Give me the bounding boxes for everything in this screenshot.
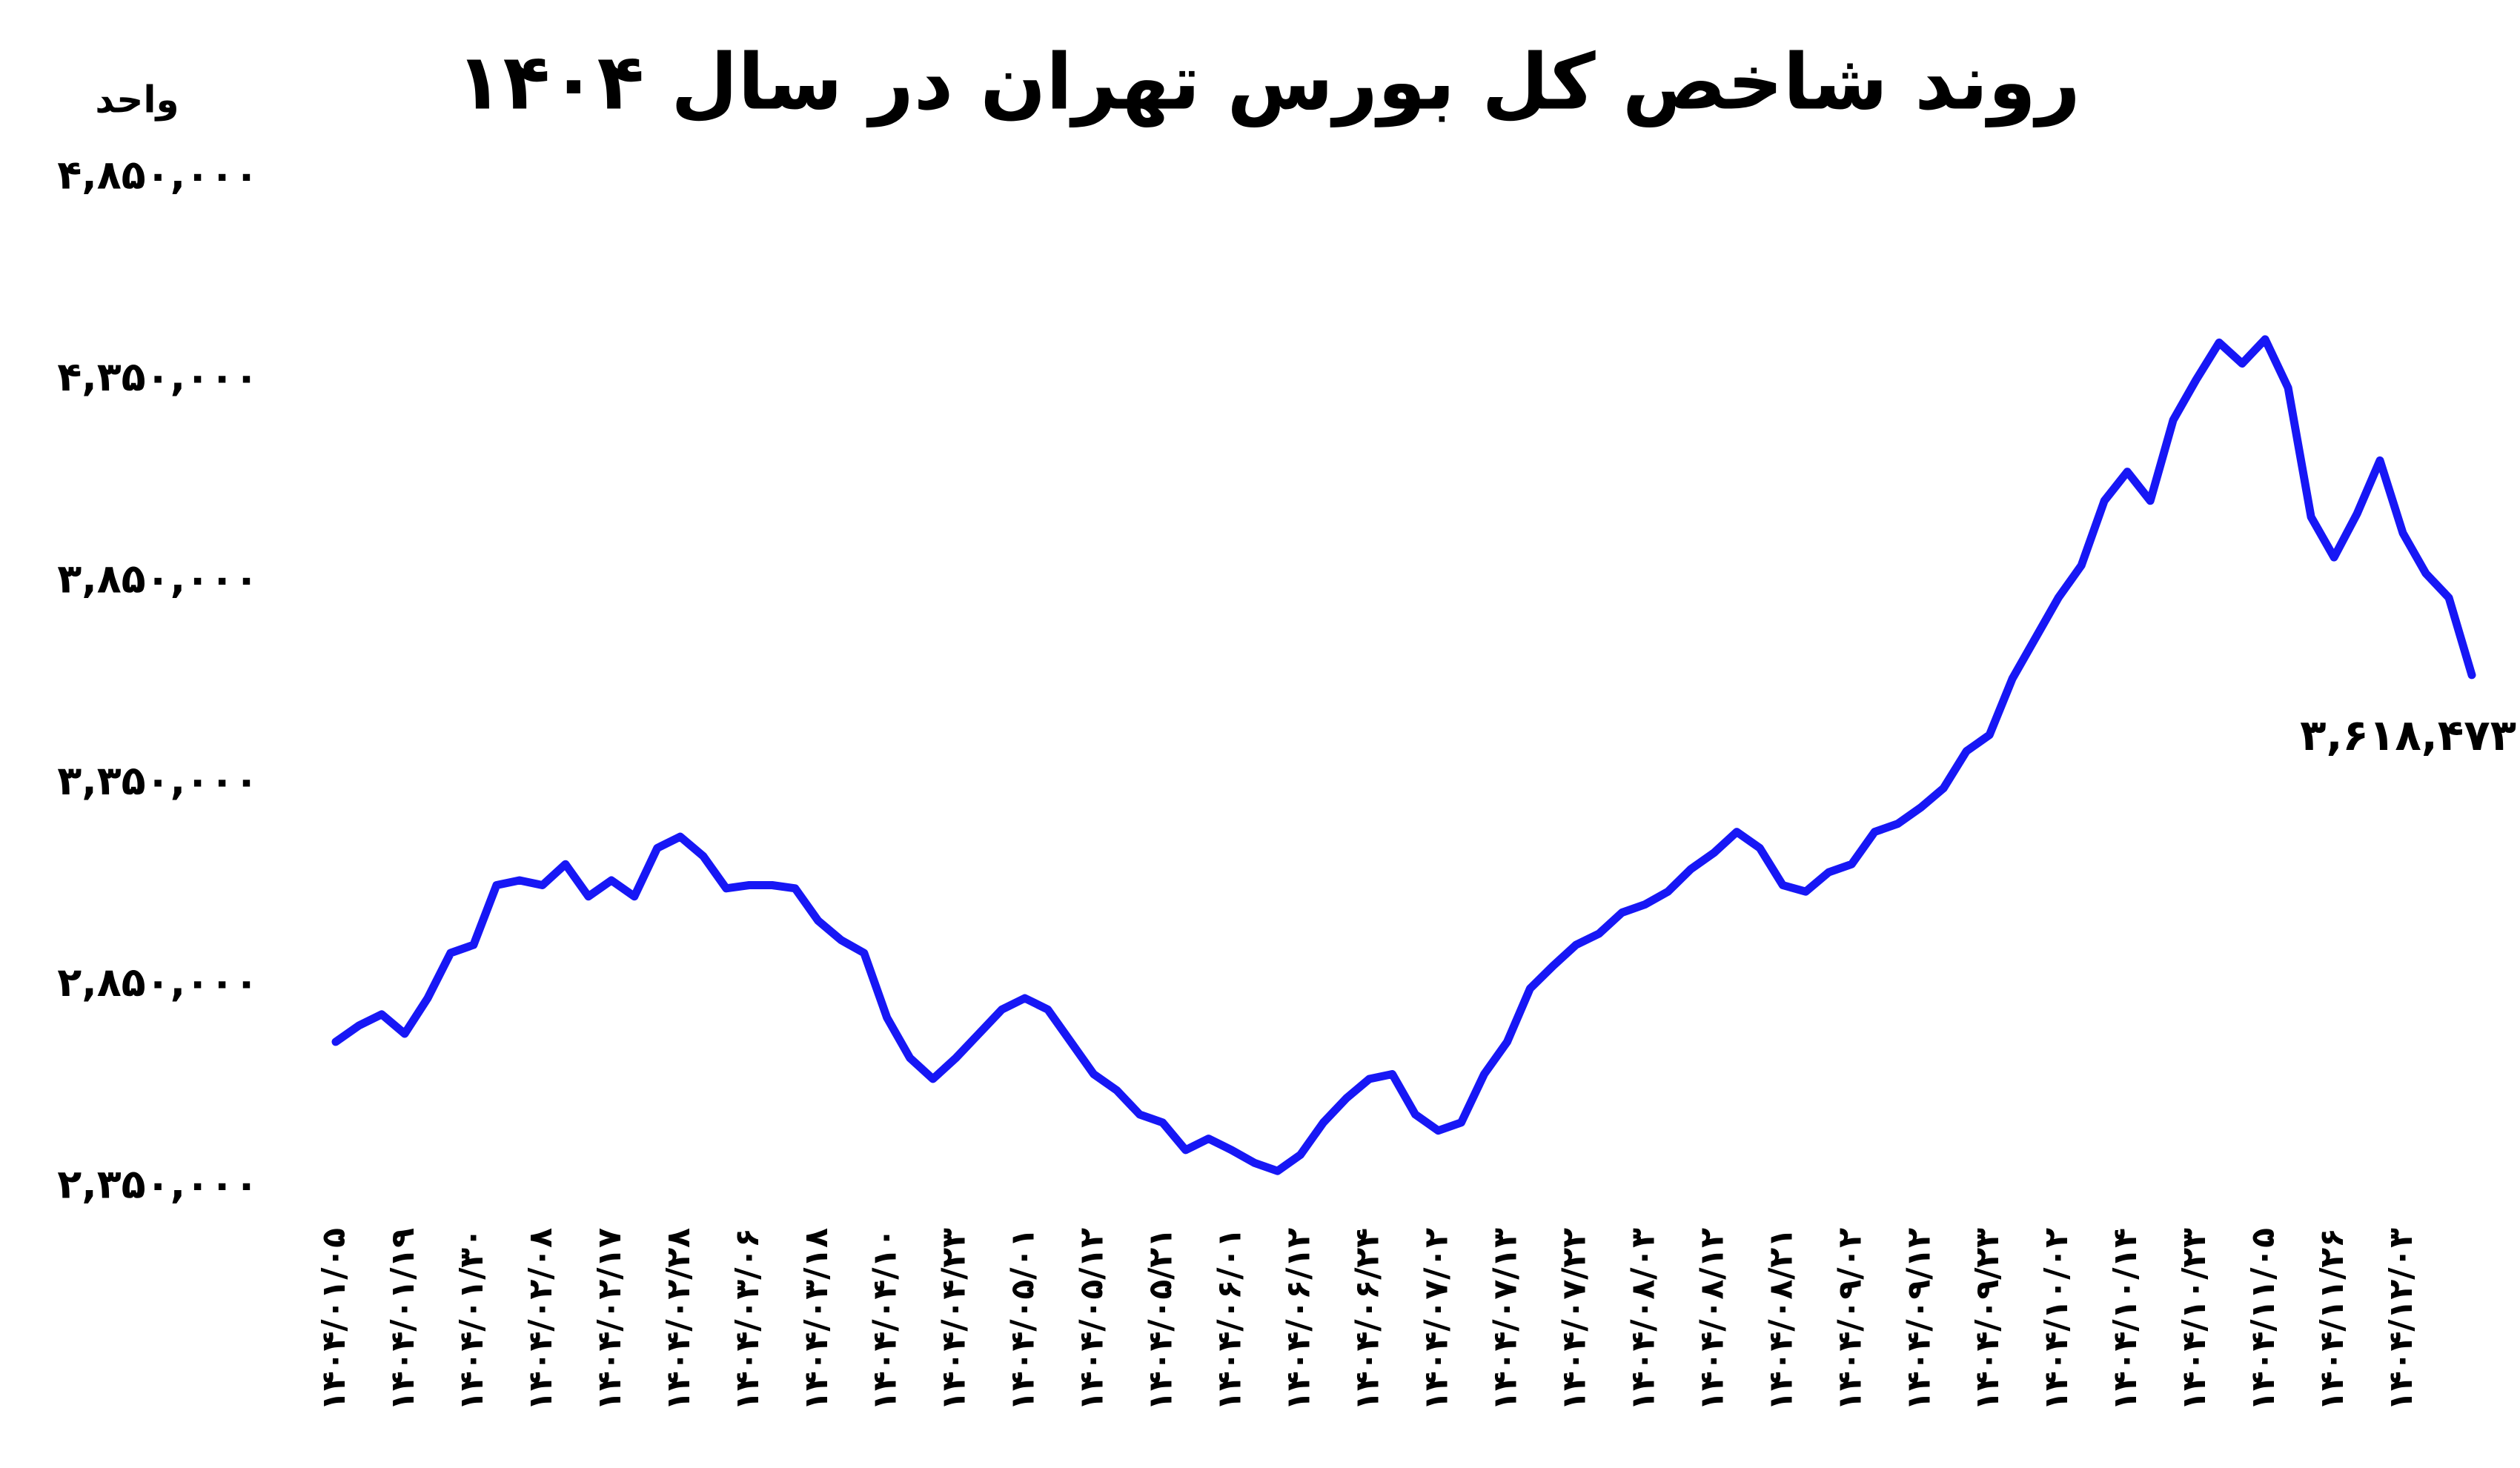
x-tick-label: ۱۴۰۴/۱۱/۰۵ <box>2244 1228 2282 1411</box>
x-tick-label: ۱۴۰۴/۱۱/۲۶ <box>2313 1228 2351 1411</box>
x-tick-label: ۱۴۰۴/۰۱/۱۹ <box>384 1228 422 1411</box>
x-tick-label: ۱۴۰۴/۰۵/۱۲ <box>1073 1228 1111 1411</box>
x-tick-label: ۱۴۰۴/۰۷/۱۳ <box>1486 1228 1524 1411</box>
x-tick-label: ۱۴۰۴/۰۴/۱۰ <box>866 1228 904 1411</box>
series-line <box>331 335 2476 1175</box>
x-tick-label: ۱۴۰۴/۰۴/۲۳ <box>935 1228 973 1411</box>
x-tick-label: ۱۴۰۴/۰۹/۰۲ <box>1831 1228 1869 1411</box>
x-tick-label: ۱۴۰۴/۰۵/۲۱ <box>1142 1228 1180 1411</box>
x-tick-label: ۱۴۰۴/۰۸/۰۳ <box>1624 1228 1662 1411</box>
x-tick-label: ۱۴۰۴/۰۶/۱۲ <box>1280 1228 1318 1411</box>
x-tick-label: ۱۴۰۴/۰۳/۱۸ <box>798 1228 835 1411</box>
x-tick-label: ۱۴۰۴/۰۶/۲۴ <box>1349 1228 1387 1411</box>
x-tick-label: ۱۴۰۴/۰۳/۰۶ <box>729 1228 766 1411</box>
x-tick-label: ۱۴۰۴/۰۹/۲۳ <box>1969 1228 2006 1411</box>
y-tick-label: ۳,۸۵۰,۰۰۰ <box>57 555 259 602</box>
y-tick-label: ۴,۳۵۰,۰۰۰ <box>57 353 259 400</box>
x-tick-label: ۱۴۰۴/۰۶/۰۱ <box>1211 1228 1249 1411</box>
x-tick-label: ۱۴۰۴/۰۸/۱۲ <box>1693 1228 1731 1411</box>
y-tick-label: ۲,۳۵۰,۰۰۰ <box>57 1161 259 1208</box>
x-tick-label: ۱۴۰۴/۱۰/۲۳ <box>2175 1228 2213 1411</box>
y-tick-label: ۴,۸۵۰,۰۰۰ <box>57 152 259 199</box>
x-tick-label: ۱۴۰۴/۰۸/۲۱ <box>1762 1228 1800 1411</box>
x-tick-label: ۱۴۰۴/۰۷/۲۲ <box>1555 1228 1593 1411</box>
y-tick-label: ۳,۳۵۰,۰۰۰ <box>57 757 259 804</box>
x-tick-label: ۱۴۰۴/۱۰/۱۴ <box>2106 1228 2144 1411</box>
x-tick-label: ۱۴۰۴/۰۹/۱۲ <box>1900 1228 1937 1411</box>
x-tick-label: ۱۴۰۴/۱۰/۰۲ <box>2037 1228 2075 1411</box>
x-tick-label: ۱۴۰۴/۰۵/۰۱ <box>1004 1228 1042 1411</box>
x-tick-label: ۱۴۰۴/۰۷/۰۲ <box>1417 1228 1455 1411</box>
x-tick-label: ۱۴۰۴/۱۲/۰۳ <box>2382 1228 2420 1411</box>
x-tick-label: ۱۴۰۴/۰۱/۰۵ <box>315 1228 353 1411</box>
y-axis-unit: واحد <box>95 79 179 122</box>
x-tick-label: ۱۴۰۴/۰۱/۳۰ <box>453 1228 491 1411</box>
x-tick-label: ۱۴۰۴/۰۲/۲۸ <box>660 1228 697 1411</box>
x-tick-label: ۱۴۰۴/۰۲/۱۷ <box>591 1228 629 1411</box>
value-label: ۳,۶۱۸,۴۷۳ <box>2300 710 2516 760</box>
y-tick-label: ۲,۸۵۰,۰۰۰ <box>57 959 259 1006</box>
x-tick-label: ۱۴۰۴/۰۲/۰۸ <box>522 1228 560 1411</box>
chart-title: روند شاخص کل بورس تهران در سال ۱۴۰۴ <box>456 36 2080 127</box>
